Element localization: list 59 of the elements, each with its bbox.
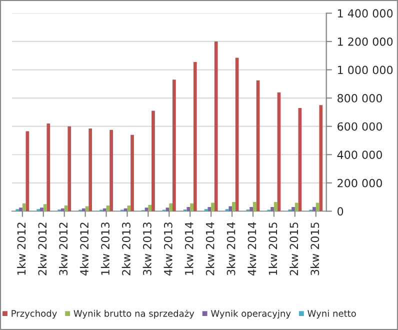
legend-label: Przychody: [12, 310, 57, 319]
bar: [211, 202, 214, 212]
bar: [270, 206, 274, 212]
y-tick-label: 0: [338, 207, 344, 216]
bar: [19, 208, 22, 212]
legend-label: Wyni netto: [308, 310, 356, 319]
bar: [232, 202, 236, 212]
bar: [252, 202, 256, 212]
bar: [312, 206, 316, 212]
bar: [130, 134, 134, 212]
legend-label: Wynik operacyjny: [210, 310, 291, 319]
y-tick-label: 400 000: [337, 150, 382, 160]
bar: [190, 203, 194, 212]
bar: [102, 208, 106, 212]
bar: [250, 206, 253, 212]
bar: [172, 80, 176, 212]
y-tick-label: 200 000: [338, 178, 382, 188]
x-tick-label: 4kw 2012: [80, 222, 89, 276]
y-tick-label: 1 000 000: [338, 66, 393, 74]
legend-label: Wynik brutto na sprzedaży: [74, 310, 194, 319]
x-tick-label: 3kw 2014: [226, 222, 236, 276]
x-tick-label: 2kw 2014: [206, 222, 214, 276]
bar: [274, 202, 278, 212]
bar: [214, 41, 218, 212]
bar: [319, 105, 323, 212]
bar: [169, 203, 173, 212]
x-tick-label: 3kw 2012: [58, 222, 68, 276]
bar: [292, 206, 295, 212]
x-tick-label: 2kw 2012: [38, 222, 47, 276]
bar: [127, 206, 131, 212]
x-tick-label: 1kw 2013: [100, 222, 110, 275]
bar: [208, 206, 212, 212]
x-tick-label: 1kw 2015: [268, 222, 278, 275]
x-tick-label: 1kw 2014: [184, 222, 194, 275]
bar: [148, 204, 152, 212]
x-tick-label: 3kw 2013: [142, 222, 152, 276]
y-tick-label: 1 200 000: [338, 37, 393, 46]
bar: [82, 208, 86, 212]
bar: [68, 126, 72, 212]
x-tick-label: 1kw 2012: [17, 222, 26, 275]
x-tick-label: 2kw 2013: [122, 222, 130, 276]
y-tick-label: 600 000: [338, 122, 382, 131]
bar: [228, 206, 232, 212]
y-tick-label: 1 400 000: [338, 9, 393, 18]
x-tick-label: 4kw 2014: [248, 222, 256, 276]
bar: [22, 203, 26, 212]
bar: [294, 202, 298, 212]
bar: [85, 206, 89, 212]
x-tick-label: 2kw 2015: [290, 222, 298, 276]
bar: [193, 62, 197, 212]
bar: [40, 208, 44, 212]
bar: [88, 128, 92, 212]
bar: [152, 110, 155, 212]
bar: [46, 124, 50, 212]
y-tick-label: 800 000: [338, 94, 382, 102]
bar: [110, 130, 113, 212]
bar: [60, 208, 64, 212]
x-tick-label: 3kw 2015: [310, 222, 320, 276]
x-tick-label: 4kw 2013: [164, 222, 172, 276]
